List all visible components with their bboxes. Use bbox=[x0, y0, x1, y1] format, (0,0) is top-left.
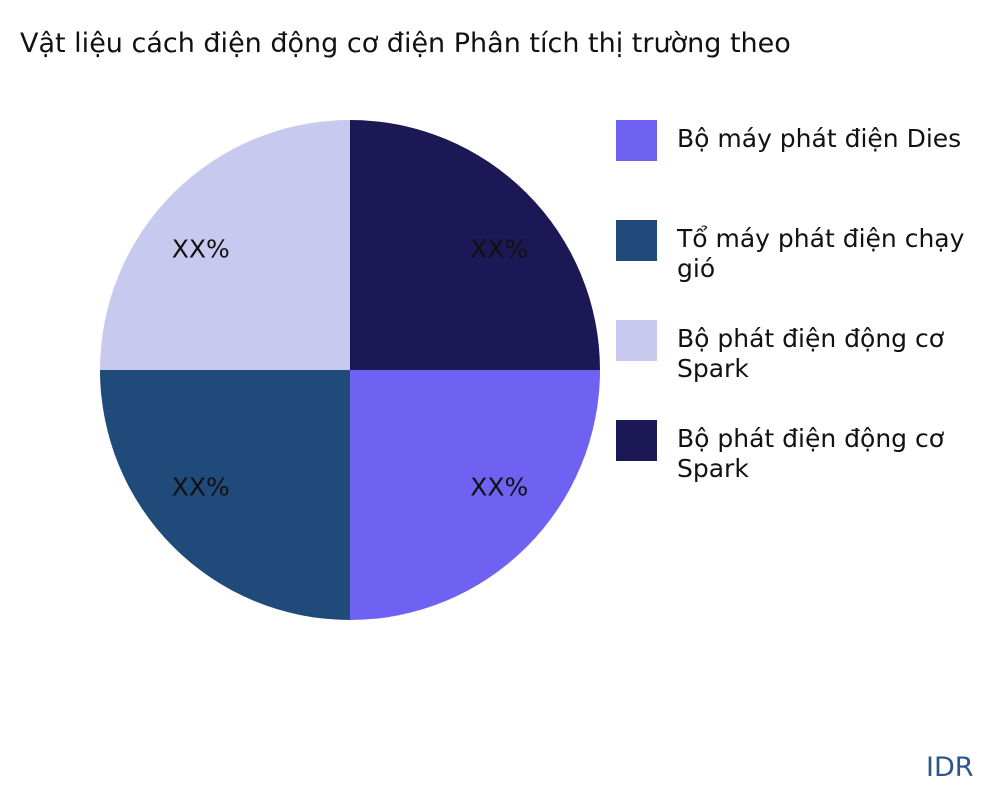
slice-data-label: XX% bbox=[470, 472, 528, 501]
pie-slice[interactable] bbox=[100, 370, 350, 620]
legend-label: Bộ phát điện động cơ Spark bbox=[677, 324, 945, 383]
legend-item[interactable]: Tổ máy phát điện chạy gió bbox=[616, 220, 1000, 284]
legend-item[interactable]: Bộ phát điện động cơ Spark bbox=[616, 420, 1000, 484]
chart-title: Vật liệu cách điện động cơ điện Phân tíc… bbox=[20, 28, 791, 59]
legend-swatch bbox=[616, 420, 657, 461]
legend-label: Bộ phát điện động cơ Spark bbox=[677, 424, 945, 483]
legend-swatch bbox=[616, 320, 657, 361]
legend-item[interactable]: Bộ máy phát điện Dies bbox=[616, 120, 1000, 161]
legend-swatch bbox=[616, 120, 657, 161]
slice-data-label: XX% bbox=[172, 472, 230, 501]
pie-slice[interactable] bbox=[350, 120, 600, 370]
pie-slice[interactable] bbox=[100, 120, 350, 370]
slice-data-label: XX% bbox=[172, 235, 230, 264]
slice-data-label: XX% bbox=[470, 235, 528, 264]
brand-logo-text: IDR bbox=[926, 752, 974, 783]
legend-label: Tổ máy phát điện chạy gió bbox=[677, 224, 965, 283]
legend-label: Bộ máy phát điện Dies bbox=[677, 124, 962, 153]
legend-swatch bbox=[616, 220, 657, 261]
legend-item[interactable]: Bộ phát điện động cơ Spark bbox=[616, 320, 1000, 384]
pie-slice[interactable] bbox=[350, 370, 600, 620]
